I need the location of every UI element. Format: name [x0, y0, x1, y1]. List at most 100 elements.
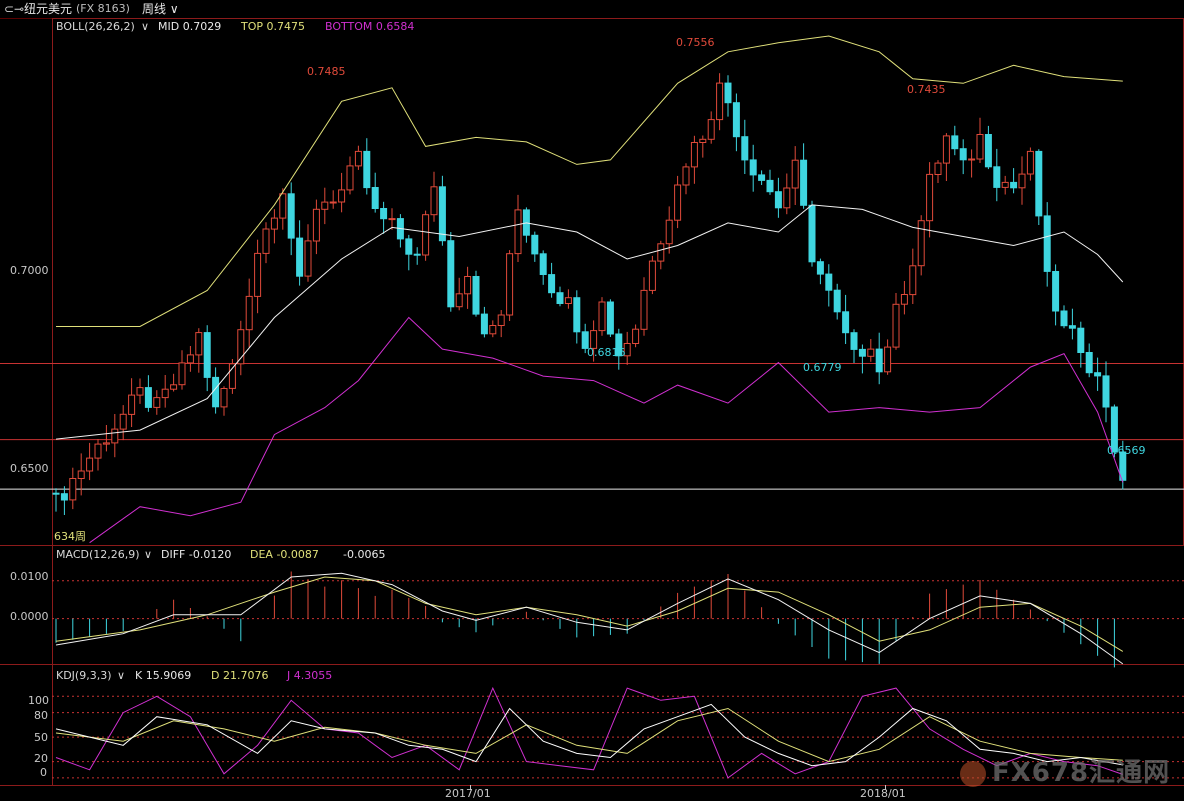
candlestick-series	[52, 73, 1127, 515]
candle-down	[615, 333, 623, 357]
candle-up	[598, 301, 606, 332]
candle-up	[909, 265, 917, 296]
price-tick-1: 0.7000	[10, 264, 49, 277]
kdj-tick-20: 20	[34, 752, 48, 765]
candle-down	[774, 191, 782, 209]
back-arrow-icon[interactable]: ⊂⊸	[4, 2, 25, 16]
candle-down	[1043, 215, 1051, 272]
candle-up	[506, 253, 514, 316]
panel-frames	[0, 18, 1184, 786]
chevron-down-icon: ∨	[117, 669, 125, 682]
price-panel-frame	[52, 18, 1184, 546]
candle-up	[1026, 150, 1034, 175]
annotation-low-3: 0.6569	[1107, 444, 1146, 457]
candle-up	[716, 82, 724, 121]
annotation-high-1: 0.7485	[307, 65, 346, 78]
candle-down	[380, 208, 388, 220]
candle-up	[917, 220, 925, 267]
macd-tick-1: 0.0100	[10, 570, 49, 583]
candle-up	[783, 187, 791, 209]
annotation-low-2: 0.6779	[803, 361, 842, 374]
candle-up	[900, 294, 908, 305]
candle-down	[850, 332, 858, 350]
bollinger-bands	[55, 35, 1124, 544]
kdj-d-value: D 21.7076	[211, 669, 268, 682]
candle-down	[766, 179, 774, 193]
boll-mid-value: MID 0.7029	[158, 20, 221, 33]
candle-down	[732, 102, 740, 138]
candle-down	[212, 376, 220, 408]
period-selector[interactable]: 周线 ∨	[142, 2, 179, 16]
candle-up	[69, 478, 77, 501]
kdj-name: KDJ(9,3,3)	[56, 669, 112, 682]
boll-name: BOLL(26,26,2)	[56, 20, 135, 33]
candle-down	[405, 238, 413, 255]
candle-down	[531, 234, 539, 255]
candle-up	[623, 343, 631, 357]
candle-up	[430, 186, 438, 216]
candle-up	[136, 387, 144, 396]
candle-up	[942, 135, 950, 164]
kdj-j-value: J 4.3055	[286, 669, 332, 682]
candle-up	[791, 159, 799, 189]
candle-up	[329, 201, 337, 204]
candle-down	[1060, 310, 1068, 327]
macd-diff-value: DIFF -0.0120	[161, 548, 231, 561]
candle-up	[968, 158, 976, 161]
candle-down	[539, 253, 547, 276]
candle-up	[976, 134, 984, 160]
macd-panel	[52, 571, 1184, 668]
candle-down	[573, 297, 581, 333]
candle-up	[279, 193, 287, 219]
candle-up	[228, 363, 236, 389]
candle-up	[690, 142, 698, 168]
candle-up	[304, 240, 312, 277]
candle-down	[875, 348, 883, 373]
kdj-legend[interactable]: KDJ(9,3,3) ∨ K 15.9069 D 21.7076 J 4.305…	[56, 669, 332, 682]
macd-diff-line	[55, 572, 1124, 665]
candle-down	[1119, 451, 1127, 481]
candle-up	[1001, 181, 1009, 188]
candle-down	[833, 289, 841, 313]
boll-mid-line	[55, 204, 1124, 440]
kdj-k-value: K 15.9069	[135, 669, 191, 682]
candle-down	[1035, 150, 1043, 217]
candle-up	[640, 289, 648, 330]
candle-down	[724, 82, 732, 104]
candle-down	[1110, 406, 1118, 453]
candle-down	[581, 331, 589, 349]
boll-legend[interactable]: BOLL(26,26,2) ∨ MID 0.7029 TOP 0.7475 BO…	[56, 20, 414, 33]
candle-down	[749, 159, 757, 176]
candle-up	[926, 173, 934, 222]
kdj-k-line	[55, 703, 1123, 767]
candle-down	[371, 187, 379, 209]
kdj-j-line	[55, 686, 1123, 779]
candle-down	[951, 135, 959, 150]
kdj-tick-0: 0	[40, 766, 47, 779]
candle-down	[606, 301, 614, 335]
candle-down	[556, 292, 564, 305]
candle-down	[842, 311, 850, 334]
candle-down	[296, 237, 304, 277]
macd-dea-value: DEA -0.0087	[250, 548, 319, 561]
annotation-low-1: 0.6816	[587, 346, 626, 359]
watermark: FX678汇通网	[960, 752, 1170, 789]
kdj-tick-50: 50	[34, 731, 48, 744]
candle-down	[1052, 271, 1060, 312]
candle-down	[858, 348, 866, 357]
candle-down	[52, 492, 60, 495]
macd-legend[interactable]: MACD(12,26,9) ∨ DIFF -0.0120 DEA -0.0087…	[56, 548, 385, 561]
candle-down	[60, 493, 68, 501]
candle-down	[144, 387, 152, 408]
period-label: 周线	[142, 2, 167, 16]
candle-up	[94, 443, 102, 459]
candle-up	[867, 348, 875, 357]
time-tick-2: 2018/01	[860, 787, 906, 800]
candle-up	[195, 332, 203, 356]
candle-up	[346, 165, 354, 191]
chevron-down-icon: ∨	[144, 548, 152, 561]
candle-up	[220, 388, 228, 408]
candle-up	[699, 138, 707, 144]
candle-down	[1102, 375, 1110, 408]
